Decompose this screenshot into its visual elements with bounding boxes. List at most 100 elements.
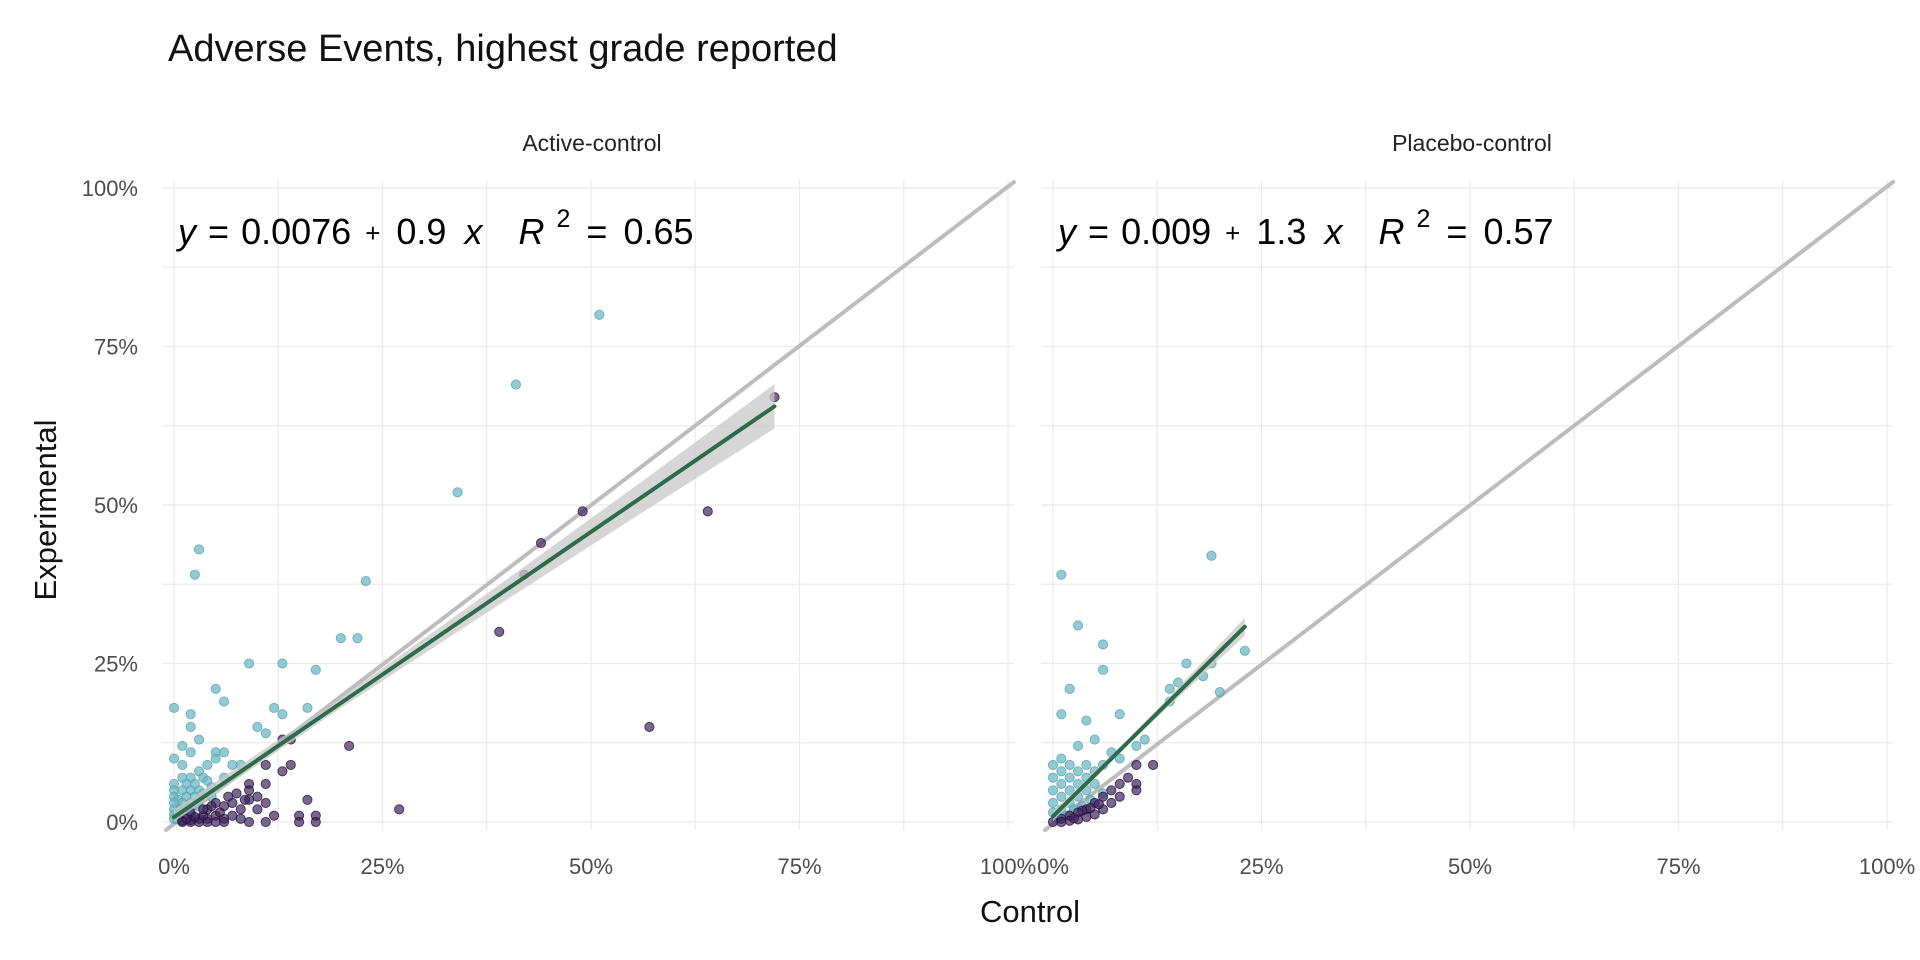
y-tick-label: 50% <box>94 493 138 518</box>
point-experimental-higher <box>185 747 196 758</box>
equation-slope: 1.3 <box>1256 211 1306 252</box>
identity-line <box>1043 180 1895 832</box>
point-control-higher <box>181 813 192 824</box>
point-experimental-higher <box>277 709 288 720</box>
point-control-higher <box>231 788 242 799</box>
point-control-higher <box>494 626 505 637</box>
point-experimental-higher <box>227 759 238 770</box>
point-experimental-higher <box>218 747 230 758</box>
y-axis-title: Experimental <box>28 420 63 601</box>
point-experimental-higher <box>193 544 205 555</box>
point-experimental-higher <box>1181 658 1192 669</box>
equation-r2-label: R <box>1378 211 1404 252</box>
x-tick-label: 25% <box>360 854 404 879</box>
x-tick-label: 75% <box>1656 854 1700 879</box>
point-experimental-higher <box>218 696 230 707</box>
point-control-higher <box>239 794 250 805</box>
point-control-higher <box>1114 791 1125 802</box>
x-tick-label: 75% <box>777 854 821 879</box>
point-control-higher <box>1148 759 1159 770</box>
y-tick-label: 0% <box>106 810 138 835</box>
point-experimental-higher <box>1072 620 1084 631</box>
point-experimental-higher <box>1114 709 1125 720</box>
point-experimental-higher <box>185 721 196 732</box>
x-tick-label: 50% <box>569 854 613 879</box>
point-experimental-higher <box>260 728 271 739</box>
point-experimental-higher <box>302 702 313 713</box>
point-control-higher <box>1131 785 1142 796</box>
x-tick-label: 0% <box>1037 854 1069 879</box>
point-control-higher <box>344 740 355 751</box>
point-experimental-higher <box>252 721 263 732</box>
gridlines <box>1041 180 1893 830</box>
point-experimental-higher <box>1206 550 1217 561</box>
point-control-higher <box>244 785 255 796</box>
equation-r2-label: R <box>518 211 544 252</box>
x-axis-title: Control <box>980 894 1080 929</box>
point-experimental-higher <box>452 487 463 498</box>
point-experimental-higher <box>1239 645 1250 656</box>
y-tick-label: 75% <box>94 335 138 360</box>
equation-x-label: x <box>462 211 484 252</box>
point-control-higher <box>252 791 263 802</box>
point-control-higher <box>218 816 230 828</box>
point-experimental-higher <box>193 734 205 745</box>
point-experimental-higher <box>335 633 346 644</box>
x-tick-label: 50% <box>1448 854 1492 879</box>
point-experimental-higher <box>1047 785 1059 796</box>
point-control-higher <box>206 801 217 812</box>
x-tick-labels: 0% 25% 50% 75% 100% <box>158 854 1036 879</box>
point-control-higher <box>189 811 200 822</box>
point-control-higher <box>260 797 271 809</box>
equation-plus: + <box>365 218 380 248</box>
point-control-higher <box>1068 813 1079 824</box>
point-control-higher <box>260 816 271 828</box>
point-control-higher <box>1114 778 1125 790</box>
point-experimental-higher <box>189 569 200 580</box>
point-experimental-higher <box>1097 639 1109 650</box>
equation-equals: = <box>208 211 229 252</box>
point-control-higher <box>227 810 238 821</box>
point-control-higher <box>1056 816 1067 828</box>
point-experimental-higher <box>1089 734 1100 745</box>
point-experimental-higher <box>210 753 221 764</box>
point-control-higher <box>260 759 271 770</box>
point-experimental-higher <box>1131 740 1142 751</box>
equation-r2-power: 2 <box>556 205 570 233</box>
point-experimental-higher <box>1056 753 1067 764</box>
point-experimental-higher <box>1056 791 1067 802</box>
regression-equation: y = 0.009 + 1.3 x R 2 = 0.57 <box>1055 194 1554 252</box>
equation-equals: = <box>1088 211 1109 252</box>
x-tick-labels: 0% 25% 50% 75% 100% <box>1037 854 1915 879</box>
point-control-higher <box>1077 805 1088 816</box>
point-control-higher <box>577 506 588 517</box>
point-experimental-higher <box>1173 677 1184 688</box>
point-control-higher <box>223 791 234 802</box>
regression-line <box>172 404 777 820</box>
point-experimental-higher <box>1081 759 1092 770</box>
point-control-higher <box>252 804 263 815</box>
point-control-higher <box>1085 803 1096 814</box>
y-tick-label: 25% <box>94 652 138 677</box>
point-experimental-higher <box>277 658 288 669</box>
point-experimental-higher <box>1064 683 1075 694</box>
point-control-higher <box>244 816 255 828</box>
point-control-higher <box>269 810 280 821</box>
point-control-higher <box>235 804 246 815</box>
point-experimental-higher <box>360 576 371 587</box>
point-experimental-higher <box>352 633 363 644</box>
point-experimental-higher <box>1064 759 1075 770</box>
point-experimental-higher <box>594 309 605 320</box>
x-tick-label: 100% <box>980 854 1036 879</box>
strip-label-placebo-control: Placebo-control <box>1392 130 1552 156</box>
point-control-higher <box>1131 759 1142 770</box>
data-marks <box>1043 180 1895 832</box>
point-control-higher <box>535 537 547 549</box>
point-experimental-higher <box>177 740 188 751</box>
point-control-higher <box>214 807 225 818</box>
point-experimental-higher <box>1056 778 1067 790</box>
point-experimental-higher <box>1047 772 1059 783</box>
point-control-higher <box>644 721 655 732</box>
point-control-higher <box>198 804 209 815</box>
